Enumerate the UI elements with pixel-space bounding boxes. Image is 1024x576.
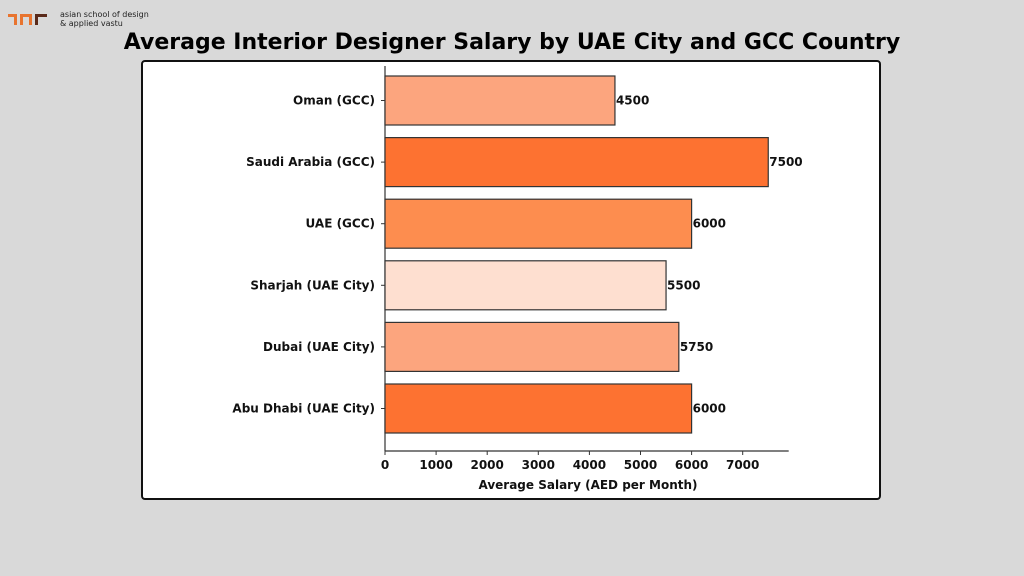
bar: [384, 75, 616, 126]
bar: [384, 260, 667, 311]
y-tick-label: Saudi Arabia (GCC): [246, 155, 375, 169]
x-tick-label: 6000: [675, 458, 708, 472]
bar: [384, 321, 680, 372]
bar-value-label: 6000: [693, 402, 726, 416]
bar-value-label: 6000: [693, 217, 726, 231]
bar: [384, 198, 693, 249]
y-tick-label: UAE (GCC): [306, 217, 375, 231]
x-tick-label: 0: [381, 458, 389, 472]
logo: asian school of design & applied vastu: [8, 10, 149, 28]
x-tick-label: 4000: [573, 458, 606, 472]
y-tick-label: Sharjah (UAE City): [250, 278, 375, 292]
y-tick-label: Dubai (UAE City): [263, 340, 375, 354]
x-axis-label: Average Salary (AED per Month): [478, 478, 697, 492]
logo-text-line2: & applied vastu: [60, 19, 123, 28]
x-tick-label: 7000: [726, 458, 759, 472]
y-tick-label: Oman (GCC): [293, 94, 375, 108]
logo-text-line1: asian school of design: [60, 10, 149, 19]
bar-value-label: 5500: [667, 278, 700, 292]
y-tick-label: Abu Dhabi (UAE City): [232, 402, 375, 416]
x-tick-label: 5000: [624, 458, 657, 472]
bar-value-label: 5750: [680, 340, 713, 354]
bar-value-label: 7500: [769, 155, 802, 169]
x-tick-label: 1000: [419, 458, 452, 472]
bar: [384, 383, 693, 434]
bar-value-label: 4500: [616, 94, 649, 108]
bar: [384, 137, 769, 188]
logo-mark-icon: [8, 14, 47, 25]
x-tick-label: 2000: [470, 458, 503, 472]
x-tick-label: 3000: [522, 458, 555, 472]
page-title: Average Interior Designer Salary by UAE …: [123, 30, 901, 55]
